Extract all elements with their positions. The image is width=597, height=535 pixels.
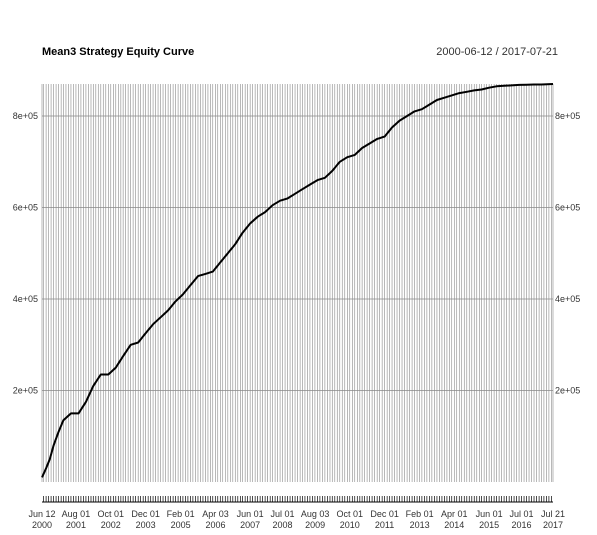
x-tick-label-month: Aug 03 xyxy=(301,509,330,519)
y-tick-label-right: 4e+05 xyxy=(555,294,580,304)
x-tick-label-month: Feb 01 xyxy=(406,509,434,519)
x-tick-label-year: 2002 xyxy=(101,520,121,530)
x-tick-label-year: 2001 xyxy=(66,520,86,530)
x-tick-label-year: 2011 xyxy=(375,520,394,530)
chart-title: Mean3 Strategy Equity Curve xyxy=(42,46,194,58)
vertical-grid xyxy=(41,84,554,482)
y-tick-label-left: 2e+05 xyxy=(13,386,38,396)
y-tick-label-left: 8e+05 xyxy=(13,111,38,121)
x-tick-label-month: Oct 01 xyxy=(98,509,125,519)
x-tick-label-year: 2003 xyxy=(136,520,156,530)
x-tick-label-month: Jun 12 xyxy=(28,509,55,519)
x-tick-label-month: Dec 01 xyxy=(370,509,399,519)
x-tick-label-year: 2005 xyxy=(171,520,191,530)
y-tick-label-left: 4e+05 xyxy=(13,294,38,304)
x-axis xyxy=(42,496,553,503)
x-tick-label-month: Apr 01 xyxy=(441,509,468,519)
x-tick-label-month: Dec 01 xyxy=(131,509,160,519)
equity-curve-line xyxy=(41,83,554,478)
x-tick-label-year: 2016 xyxy=(511,520,531,530)
x-tick-label-year: 2007 xyxy=(240,520,260,530)
x-tick-label-month: Apr 03 xyxy=(202,509,229,519)
date-range-label: 2000-06-12 / 2017-07-21 xyxy=(436,46,558,58)
x-tick-label-year: 2006 xyxy=(205,520,225,530)
horizontal-grid xyxy=(42,115,553,391)
x-tick-label-year: 2014 xyxy=(444,520,464,530)
x-tick-label-month: Jul 01 xyxy=(271,509,295,519)
x-tick-label-year: 2017 xyxy=(543,520,563,530)
x-tick-label-month: Oct 01 xyxy=(337,509,364,519)
y-tick-label-right: 8e+05 xyxy=(555,111,580,121)
x-tick-label-year: 2015 xyxy=(479,520,499,530)
x-tick-label-year: 2009 xyxy=(305,520,325,530)
x-tick-label-year: 2010 xyxy=(340,520,360,530)
x-tick-label-year: 2000 xyxy=(32,520,52,530)
y-tick-label-right: 6e+05 xyxy=(555,203,580,213)
x-tick-label-month: Jun 01 xyxy=(237,509,264,519)
x-tick-label-month: Jul 21 xyxy=(541,509,565,519)
y-tick-label-right: 2e+05 xyxy=(555,386,580,396)
x-tick-label-month: Jun 01 xyxy=(476,509,503,519)
y-tick-label-left: 6e+05 xyxy=(13,203,38,213)
x-tick-label-month: Feb 01 xyxy=(167,509,195,519)
x-tick-label-year: 2013 xyxy=(410,520,430,530)
y-axis-ticks: 2e+05 2e+05 4e+05 4e+05 6e+05 6e+05 8e+05 8e+05 xyxy=(13,111,581,395)
x-tick-label-month: Jul 01 xyxy=(509,509,533,519)
equity-line-group xyxy=(41,83,554,478)
x-tick-label-year: 2008 xyxy=(273,520,293,530)
x-tick-label-month: Aug 01 xyxy=(62,509,91,519)
